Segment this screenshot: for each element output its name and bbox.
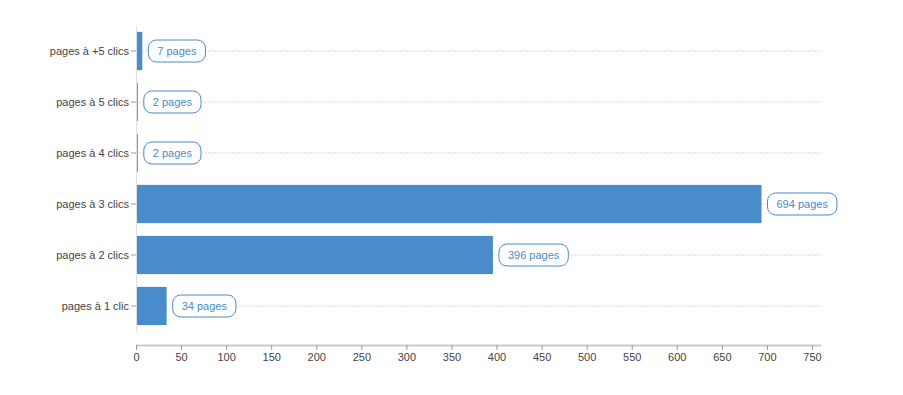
x-tick: 250 bbox=[353, 345, 371, 363]
x-tick: 350 bbox=[443, 345, 461, 363]
x-tick-label: 500 bbox=[578, 351, 596, 363]
y-tick: pages à 1 clic bbox=[62, 300, 136, 312]
x-tick: 600 bbox=[668, 345, 686, 363]
x-axis-line bbox=[137, 345, 822, 347]
data-label: 7 pages bbox=[157, 45, 197, 57]
data-label-box bbox=[148, 40, 205, 62]
data-labels: 7 pages 2 pages 2 pages 694 pages 396 pages 3… bbox=[144, 40, 837, 317]
y-tick-mark bbox=[131, 51, 136, 52]
x-tick-mark bbox=[181, 345, 182, 350]
bar bbox=[136, 185, 762, 223]
data-label-group: 2 pages bbox=[144, 91, 201, 113]
row-line bbox=[136, 306, 821, 307]
y-tick-mark bbox=[131, 204, 136, 205]
data-label-box bbox=[768, 193, 837, 215]
data-label: 694 pages bbox=[777, 198, 829, 210]
data-label-group: 2 pages bbox=[144, 142, 201, 164]
bars bbox=[136, 32, 762, 325]
row-lines bbox=[136, 51, 821, 306]
x-tick-label: 300 bbox=[398, 351, 416, 363]
x-tick-mark bbox=[136, 345, 137, 350]
y-axis-line bbox=[136, 26, 137, 332]
bar bbox=[136, 287, 167, 325]
x-tick-label: 100 bbox=[217, 351, 235, 363]
x-tick: 200 bbox=[308, 345, 326, 363]
y-tick-mark bbox=[131, 306, 136, 307]
x-tick-mark bbox=[632, 345, 633, 350]
x-tick: 700 bbox=[758, 345, 776, 363]
x-tick-label: 700 bbox=[758, 351, 776, 363]
x-tick: 550 bbox=[623, 345, 641, 363]
x-tick-mark bbox=[497, 345, 498, 350]
x-tick: 750 bbox=[803, 345, 821, 363]
data-label: 2 pages bbox=[153, 147, 193, 159]
x-tick-mark bbox=[226, 345, 227, 350]
x-tick-label: 400 bbox=[488, 351, 506, 363]
x-tick: 50 bbox=[175, 345, 187, 363]
x-tick-mark bbox=[812, 345, 813, 350]
x-tick-label: 150 bbox=[263, 351, 281, 363]
row-line bbox=[136, 51, 821, 52]
y-tick-mark bbox=[131, 255, 136, 256]
x-tick-label: 650 bbox=[713, 351, 731, 363]
x-tick-label: 0 bbox=[133, 351, 139, 363]
y-tick-label: pages à 5 clics bbox=[56, 96, 129, 108]
x-tick: 650 bbox=[713, 345, 731, 363]
y-axis: pages à +5 clics pages à 5 clics pages à 4… bbox=[50, 26, 137, 332]
data-label-box bbox=[144, 142, 201, 164]
y-tick: pages à 2 clics bbox=[56, 249, 136, 261]
x-tick: 400 bbox=[488, 345, 506, 363]
bar bbox=[136, 236, 493, 274]
data-label: 2 pages bbox=[153, 96, 193, 108]
x-tick: 300 bbox=[398, 345, 416, 363]
row-line bbox=[136, 102, 821, 103]
x-tick-mark bbox=[361, 345, 362, 350]
x-tick-mark bbox=[406, 345, 407, 350]
x-tick-label: 250 bbox=[353, 351, 371, 363]
data-label-group: 396 pages bbox=[499, 244, 568, 266]
x-tick-label: 50 bbox=[175, 351, 187, 363]
x-tick-label: 350 bbox=[443, 351, 461, 363]
x-tick-mark bbox=[271, 345, 272, 350]
x-tick-mark bbox=[316, 345, 317, 350]
x-tick-label: 600 bbox=[668, 351, 686, 363]
x-tick: 500 bbox=[578, 345, 596, 363]
x-tick-mark bbox=[677, 345, 678, 350]
y-tick: pages à 5 clics bbox=[56, 96, 136, 108]
x-axis: 0 50 100 150 200 250 300 350 400 450 500 550 600 650 7… bbox=[133, 345, 821, 363]
y-tick: pages à +5 clics bbox=[50, 45, 136, 57]
y-tick-label: pages à 3 clics bbox=[56, 198, 129, 210]
y-tick-label: pages à 1 clic bbox=[62, 300, 130, 312]
y-tick: pages à 4 clics bbox=[56, 147, 136, 159]
x-tick-label: 750 bbox=[803, 351, 821, 363]
x-tick-label: 450 bbox=[533, 351, 551, 363]
y-tick-label: pages à +5 clics bbox=[50, 45, 130, 57]
data-label-box bbox=[144, 91, 201, 113]
data-label: 34 pages bbox=[182, 300, 228, 312]
x-tick-mark bbox=[587, 345, 588, 350]
y-tick-mark bbox=[131, 153, 136, 154]
data-label: 396 pages bbox=[508, 249, 560, 261]
y-tick: pages à 3 clics bbox=[56, 198, 136, 210]
data-label-box bbox=[173, 295, 236, 317]
data-label-group: 7 pages bbox=[148, 40, 205, 62]
x-tick: 450 bbox=[533, 345, 551, 363]
y-tick-label: pages à 4 clics bbox=[56, 147, 129, 159]
x-tick: 150 bbox=[263, 345, 281, 363]
row-line bbox=[136, 153, 821, 154]
x-tick-label: 550 bbox=[623, 351, 641, 363]
x-tick-mark bbox=[542, 345, 543, 350]
y-tick-label: pages à 2 clics bbox=[56, 249, 129, 261]
x-tick: 0 bbox=[133, 345, 139, 363]
data-label-box bbox=[499, 244, 568, 266]
x-tick-mark bbox=[451, 345, 452, 350]
chart: pages à +5 clics pages à 5 clics pages à 4… bbox=[0, 0, 903, 395]
x-tick-label: 200 bbox=[308, 351, 326, 363]
data-label-group: 694 pages bbox=[768, 193, 837, 215]
data-label-group: 34 pages bbox=[173, 295, 236, 317]
x-tick-mark bbox=[722, 345, 723, 350]
y-tick-mark bbox=[131, 102, 136, 103]
x-tick: 100 bbox=[217, 345, 235, 363]
x-tick-mark bbox=[767, 345, 768, 350]
